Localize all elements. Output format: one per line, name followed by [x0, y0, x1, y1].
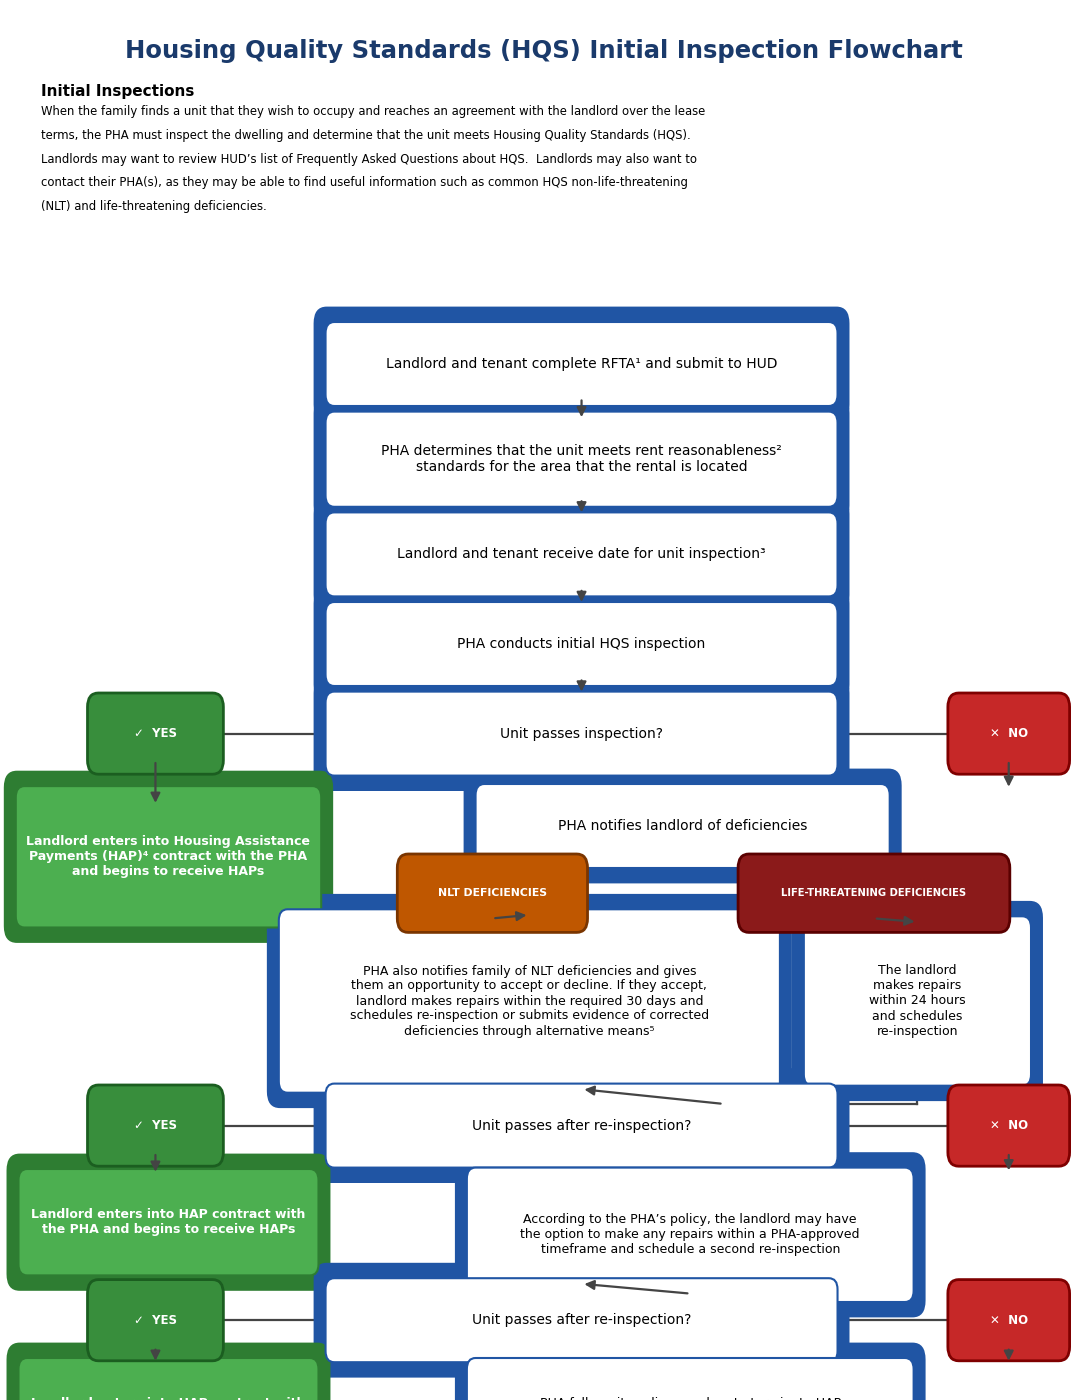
Text: Landlords may want to review HUD’s list of Frequently Asked Questions about HQS.: Landlords may want to review HUD’s list …: [41, 153, 697, 165]
Text: PHA conducts initial HQS inspection: PHA conducts initial HQS inspection: [458, 637, 705, 651]
FancyBboxPatch shape: [87, 1085, 224, 1166]
Text: ✓  YES: ✓ YES: [134, 727, 177, 741]
FancyBboxPatch shape: [326, 412, 837, 507]
Text: Landlord and tenant complete RFTA¹ and submit to HUD: Landlord and tenant complete RFTA¹ and s…: [386, 357, 777, 371]
FancyBboxPatch shape: [18, 1169, 318, 1275]
Text: Landlord and tenant receive date for unit inspection³: Landlord and tenant receive date for uni…: [397, 547, 766, 561]
FancyBboxPatch shape: [313, 497, 850, 612]
FancyBboxPatch shape: [313, 676, 850, 791]
Text: PHA determines that the unit meets rent reasonableness²
standards for the area t: PHA determines that the unit meets rent …: [382, 444, 782, 475]
Text: Unit passes inspection?: Unit passes inspection?: [500, 727, 663, 741]
Text: ✓  YES: ✓ YES: [134, 1313, 177, 1327]
Text: ✕  NO: ✕ NO: [989, 727, 1028, 741]
FancyBboxPatch shape: [948, 693, 1070, 774]
FancyBboxPatch shape: [398, 854, 587, 932]
Text: Housing Quality Standards (HQS) Initial Inspection Flowchart: Housing Quality Standards (HQS) Initial …: [125, 39, 962, 63]
FancyBboxPatch shape: [467, 1168, 913, 1302]
FancyBboxPatch shape: [326, 602, 837, 686]
FancyBboxPatch shape: [3, 770, 334, 944]
FancyBboxPatch shape: [15, 787, 322, 927]
Text: terms, the PHA must inspect the dwelling and determine that the unit meets Housi: terms, the PHA must inspect the dwelling…: [41, 129, 691, 141]
Text: ✕  NO: ✕ NO: [989, 1119, 1028, 1133]
Text: The landlord
makes repairs
within 24 hours
and schedules
re-inspection: The landlord makes repairs within 24 hou…: [870, 965, 965, 1037]
FancyBboxPatch shape: [476, 784, 889, 868]
Text: Unit passes after re-inspection?: Unit passes after re-inspection?: [472, 1119, 691, 1133]
FancyBboxPatch shape: [18, 1358, 318, 1400]
Text: PHA follows its policy on when to terminate HAP
contract for landlord non-compli: PHA follows its policy on when to termin…: [539, 1397, 841, 1400]
Text: Landlord enters into HAP contract with
the PHA and begins to receive HAPs: Landlord enters into HAP contract with t…: [32, 1397, 305, 1400]
FancyBboxPatch shape: [326, 322, 837, 406]
FancyBboxPatch shape: [87, 693, 224, 774]
FancyBboxPatch shape: [948, 1280, 1070, 1361]
FancyBboxPatch shape: [87, 1280, 224, 1361]
Text: When the family finds a unit that they wish to occupy and reaches an agreement w: When the family finds a unit that they w…: [41, 105, 705, 118]
Text: PHA notifies landlord of deficiencies: PHA notifies landlord of deficiencies: [558, 819, 808, 833]
Text: According to the PHA’s policy, the landlord may have
the option to make any repa: According to the PHA’s policy, the landl…: [521, 1214, 860, 1256]
Text: ✕  NO: ✕ NO: [989, 1313, 1028, 1327]
FancyBboxPatch shape: [266, 895, 791, 1109]
FancyBboxPatch shape: [791, 902, 1044, 1100]
FancyBboxPatch shape: [454, 1343, 926, 1400]
FancyBboxPatch shape: [454, 1152, 926, 1317]
Text: NLT DEFICIENCIES: NLT DEFICIENCIES: [438, 888, 547, 899]
FancyBboxPatch shape: [7, 1343, 330, 1400]
Text: Unit passes after re-inspection?: Unit passes after re-inspection?: [472, 1313, 691, 1327]
Text: ✓  YES: ✓ YES: [134, 1119, 177, 1133]
FancyBboxPatch shape: [738, 854, 1010, 932]
Text: Landlord enters into HAP contract with
the PHA and begins to receive HAPs: Landlord enters into HAP contract with t…: [32, 1208, 305, 1236]
FancyBboxPatch shape: [463, 769, 902, 883]
Text: PHA also notifies family of NLT deficiencies and gives
them an opportunity to ac: PHA also notifies family of NLT deficien…: [350, 965, 709, 1037]
FancyBboxPatch shape: [326, 1278, 837, 1362]
FancyBboxPatch shape: [326, 1084, 837, 1168]
FancyBboxPatch shape: [313, 396, 850, 522]
FancyBboxPatch shape: [278, 910, 780, 1092]
Text: Landlord enters into Housing Assistance
Payments (HAP)⁴ contract with the PHA
an: Landlord enters into Housing Assistance …: [26, 836, 311, 878]
Text: Initial Inspections: Initial Inspections: [41, 84, 195, 99]
FancyBboxPatch shape: [313, 1068, 850, 1183]
FancyBboxPatch shape: [803, 917, 1030, 1086]
FancyBboxPatch shape: [948, 1085, 1070, 1166]
FancyBboxPatch shape: [313, 1263, 850, 1378]
FancyBboxPatch shape: [313, 587, 850, 701]
FancyBboxPatch shape: [313, 307, 850, 421]
Text: LIFE-THREATENING DEFICIENCIES: LIFE-THREATENING DEFICIENCIES: [782, 888, 966, 899]
Text: contact their PHA(s), as they may be able to find useful information such as com: contact their PHA(s), as they may be abl…: [41, 176, 688, 189]
FancyBboxPatch shape: [326, 512, 837, 596]
FancyBboxPatch shape: [467, 1358, 913, 1400]
FancyBboxPatch shape: [326, 692, 837, 776]
FancyBboxPatch shape: [7, 1154, 330, 1291]
Text: (NLT) and life-threatening deficiencies.: (NLT) and life-threatening deficiencies.: [41, 200, 267, 213]
